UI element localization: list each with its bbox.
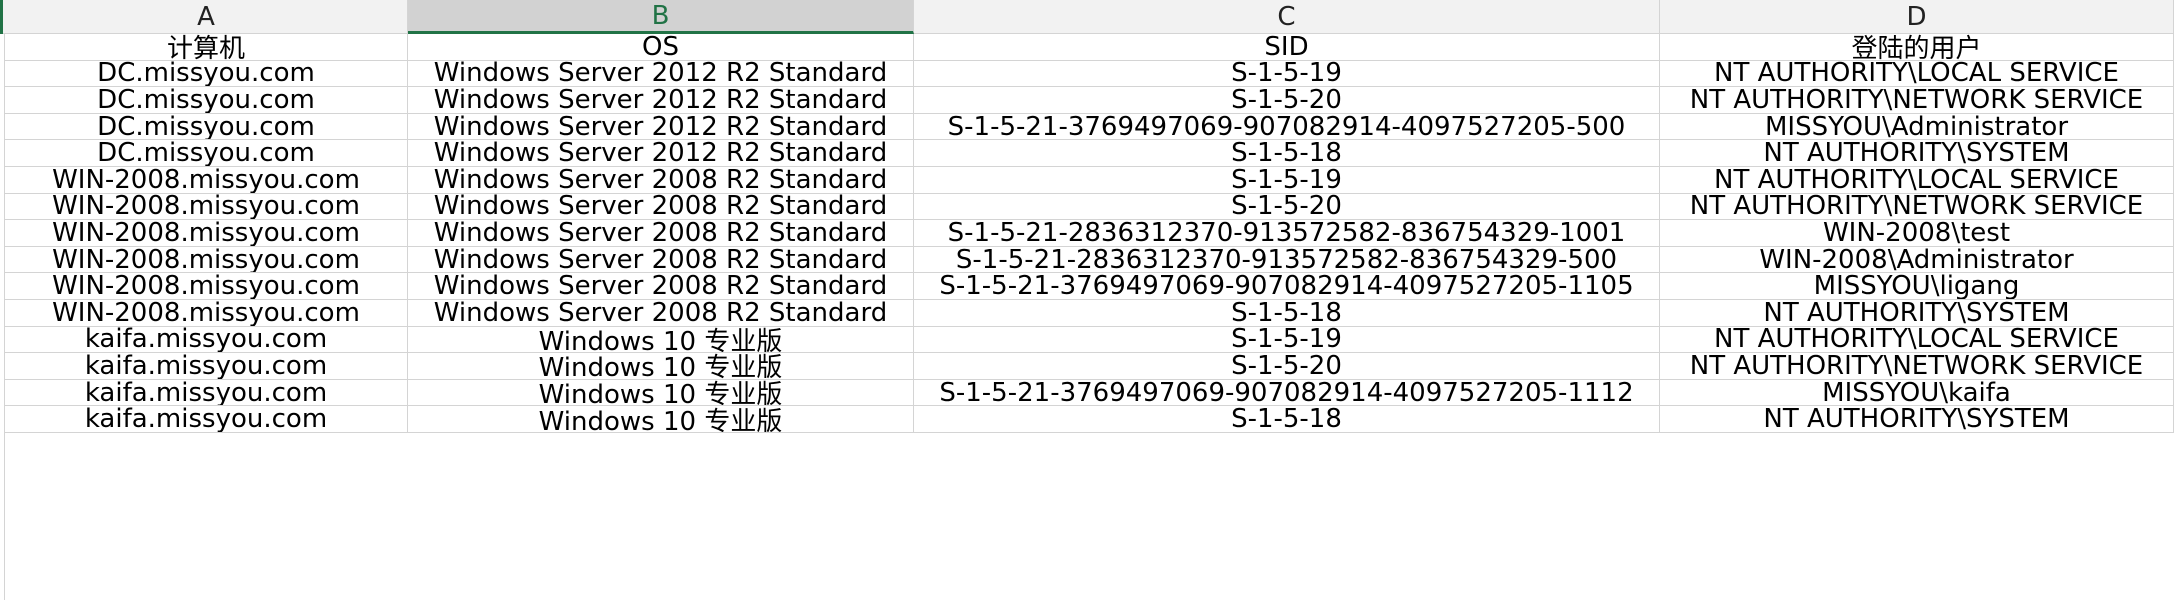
cell-computer[interactable]: DC.missyou.com: [5, 60, 408, 88]
cell-computer[interactable]: kaifa.missyou.com: [5, 326, 408, 354]
cell-computer[interactable]: DC.missyou.com: [5, 87, 408, 114]
cell-logged-user[interactable]: 登陆的用户: [1660, 34, 2174, 61]
cell-sid[interactable]: S-1-5-21-3769497069-907082914-4097527205…: [914, 113, 1660, 141]
cell-os[interactable]: Windows Server 2008 R2 Standard: [408, 220, 914, 247]
column-header-row: A B C D: [0, 0, 2174, 34]
table-row: WIN-2008.missyou.com Windows Server 2008 …: [0, 246, 2174, 274]
cell-computer[interactable]: kaifa.missyou.com: [5, 406, 408, 433]
cell-os[interactable]: Windows Server 2008 R2 Standard: [408, 273, 914, 300]
cell-os[interactable]: Windows Server 2008 R2 Standard: [408, 246, 914, 274]
header-data-row: 计算机 OS SID 登陆的用户: [0, 34, 2174, 61]
column-header-a[interactable]: A: [5, 0, 408, 34]
row-header-strip: [0, 34, 5, 600]
table-row: DC.missyou.com Windows Server 2012 R2 Sta…: [0, 140, 2174, 167]
cell-logged-user[interactable]: NT AUTHORITY\LOCAL SERVICE: [1660, 60, 2174, 88]
cell-sid[interactable]: S-1-5-21-3769497069-907082914-4097527205…: [914, 379, 1660, 407]
cell-sid[interactable]: S-1-5-21-3769497069-907082914-4097527205…: [914, 273, 1660, 300]
cell-logged-user[interactable]: NT AUTHORITY\SYSTEM: [1660, 140, 2174, 167]
cell-computer[interactable]: DC.missyou.com: [5, 140, 408, 167]
cell-computer[interactable]: DC.missyou.com: [5, 113, 408, 141]
cell-sid[interactable]: S-1-5-20: [914, 353, 1660, 380]
cell-os[interactable]: Windows 10 专业版: [408, 326, 914, 354]
cell-os[interactable]: Windows 10 专业版: [408, 406, 914, 433]
column-header-b[interactable]: B: [408, 0, 914, 34]
cell-sid[interactable]: S-1-5-19: [914, 167, 1660, 194]
cell-logged-user[interactable]: MISSYOU\ligang: [1660, 273, 2174, 300]
cell-logged-user[interactable]: WIN-2008\test: [1660, 220, 2174, 247]
column-header-c[interactable]: C: [914, 0, 1660, 34]
cell-computer[interactable]: kaifa.missyou.com: [5, 379, 408, 407]
column-header-d[interactable]: D: [1660, 0, 2174, 34]
cell-os[interactable]: Windows Server 2012 R2 Standard: [408, 140, 914, 167]
cell-sid[interactable]: S-1-5-21-2836312370-913572582-836754329-…: [914, 246, 1660, 274]
table-row: kaifa.missyou.com Windows 10 专业版 S-1-5-21-…: [0, 379, 2174, 407]
cell-os[interactable]: Windows Server 2008 R2 Standard: [408, 167, 914, 194]
table-row: WIN-2008.missyou.com Windows Server 2008 …: [0, 273, 2174, 300]
cell-os[interactable]: Windows Server 2012 R2 Standard: [408, 113, 914, 141]
cell-logged-user[interactable]: NT AUTHORITY\LOCAL SERVICE: [1660, 326, 2174, 354]
cell-sid[interactable]: S-1-5-18: [914, 140, 1660, 167]
cell-computer[interactable]: WIN-2008.missyou.com: [5, 246, 408, 274]
cell-logged-user[interactable]: NT AUTHORITY\NETWORK SERVICE: [1660, 353, 2174, 380]
table-row: WIN-2008.missyou.com Windows Server 2008 …: [0, 300, 2174, 327]
cell-logged-user[interactable]: NT AUTHORITY\SYSTEM: [1660, 300, 2174, 327]
table-row: kaifa.missyou.com Windows 10 专业版 S-1-5-19 N…: [0, 326, 2174, 354]
cell-logged-user[interactable]: NT AUTHORITY\NETWORK SERVICE: [1660, 193, 2174, 221]
table-row: WIN-2008.missyou.com Windows Server 2008 …: [0, 193, 2174, 221]
select-all-corner[interactable]: [0, 0, 3, 34]
cell-os[interactable]: Windows Server 2012 R2 Standard: [408, 60, 914, 88]
cell-os[interactable]: Windows Server 2008 R2 Standard: [408, 193, 914, 221]
cell-sid[interactable]: S-1-5-20: [914, 193, 1660, 221]
cell-sid[interactable]: S-1-5-21-2836312370-913572582-836754329-…: [914, 220, 1660, 247]
cell-computer[interactable]: WIN-2008.missyou.com: [5, 300, 408, 327]
cell-sid[interactable]: S-1-5-18: [914, 300, 1660, 327]
cell-logged-user[interactable]: WIN-2008\Administrator: [1660, 246, 2174, 274]
cell-logged-user[interactable]: NT AUTHORITY\LOCAL SERVICE: [1660, 167, 2174, 194]
cell-computer[interactable]: 计算机: [5, 34, 408, 61]
cell-sid[interactable]: S-1-5-20: [914, 87, 1660, 114]
table-row: DC.missyou.com Windows Server 2012 R2 Sta…: [0, 87, 2174, 114]
cell-os[interactable]: Windows 10 专业版: [408, 353, 914, 380]
cell-computer[interactable]: WIN-2008.missyou.com: [5, 273, 408, 300]
cell-logged-user[interactable]: NT AUTHORITY\SYSTEM: [1660, 406, 2174, 433]
table-row: kaifa.missyou.com Windows 10 专业版 S-1-5-20 N…: [0, 353, 2174, 380]
cell-os[interactable]: OS: [408, 34, 914, 61]
cell-computer[interactable]: WIN-2008.missyou.com: [5, 220, 408, 247]
cell-logged-user[interactable]: NT AUTHORITY\NETWORK SERVICE: [1660, 87, 2174, 114]
cell-computer[interactable]: kaifa.missyou.com: [5, 353, 408, 380]
cell-os[interactable]: Windows Server 2012 R2 Standard: [408, 87, 914, 114]
cell-logged-user[interactable]: MISSYOU\kaifa: [1660, 379, 2174, 407]
cell-os[interactable]: Windows Server 2008 R2 Standard: [408, 300, 914, 327]
table-row: DC.missyou.com Windows Server 2012 R2 Sta…: [0, 113, 2174, 141]
cell-logged-user[interactable]: MISSYOU\Administrator: [1660, 113, 2174, 141]
cell-os[interactable]: Windows 10 专业版: [408, 379, 914, 407]
table-row: kaifa.missyou.com Windows 10 专业版 S-1-5-18 N…: [0, 406, 2174, 433]
table-row: DC.missyou.com Windows Server 2012 R2 Sta…: [0, 60, 2174, 88]
cell-computer[interactable]: WIN-2008.missyou.com: [5, 193, 408, 221]
cell-sid[interactable]: SID: [914, 34, 1660, 61]
cell-sid[interactable]: S-1-5-18: [914, 406, 1660, 433]
table-row: WIN-2008.missyou.com Windows Server 2008 …: [0, 167, 2174, 194]
cell-sid[interactable]: S-1-5-19: [914, 60, 1660, 88]
table-row: WIN-2008.missyou.com Windows Server 2008 …: [0, 220, 2174, 247]
cell-computer[interactable]: WIN-2008.missyou.com: [5, 167, 408, 194]
cell-sid[interactable]: S-1-5-19: [914, 326, 1660, 354]
